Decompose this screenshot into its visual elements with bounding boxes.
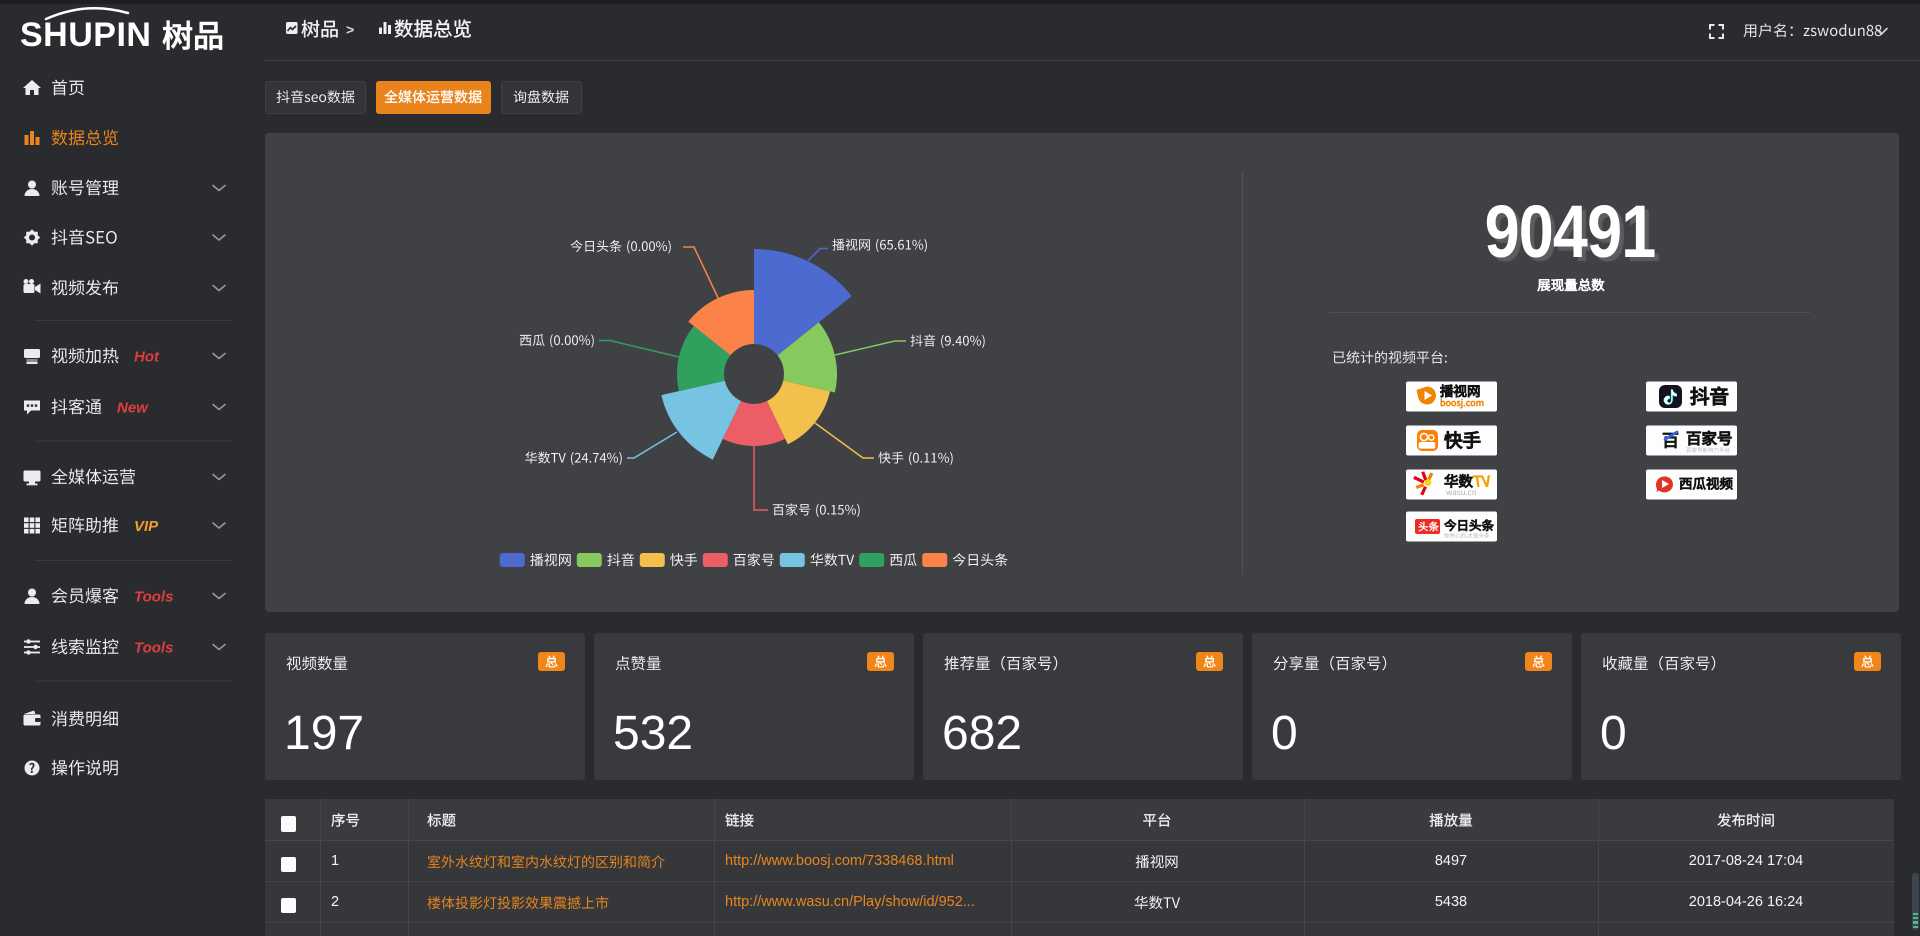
- svg-text:Tools: Tools: [134, 640, 173, 657]
- svg-text:Hot: Hot: [134, 349, 160, 366]
- svg-text:Tools: Tools: [134, 589, 173, 606]
- svg-text:VIP: VIP: [134, 518, 159, 535]
- svg-text:New: New: [117, 400, 149, 417]
- svg-text:>: >: [346, 22, 354, 38]
